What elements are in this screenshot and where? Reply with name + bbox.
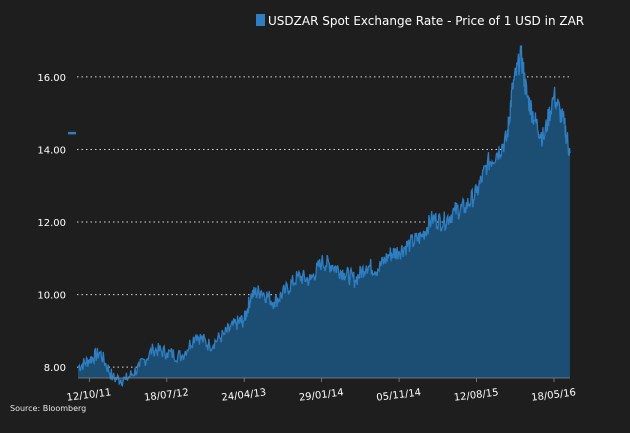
series-area bbox=[78, 45, 570, 386]
series-line bbox=[77, 45, 571, 387]
x-tick-label: 05/11/14 bbox=[376, 387, 422, 403]
x-tick-label: 12/10/11 bbox=[66, 387, 112, 403]
area-layer bbox=[77, 45, 571, 387]
legend-label: USDZAR Spot Exchange Rate - Price of 1 U… bbox=[268, 14, 584, 28]
y-tick-label: 16.00 bbox=[37, 73, 66, 84]
y-tick-label: 10.00 bbox=[37, 291, 66, 302]
y-tick-label: 12.00 bbox=[37, 218, 66, 229]
x-tick-label: 18/05/16 bbox=[531, 387, 577, 403]
source-note: Source: Bloomberg bbox=[10, 404, 87, 413]
x-tick-label: 29/01/14 bbox=[298, 387, 344, 403]
y-tick-label: 14.00 bbox=[37, 145, 66, 156]
legend-swatch bbox=[256, 14, 265, 26]
y-tick-label: 8.00 bbox=[44, 363, 66, 374]
x-tick-label: 18/07/12 bbox=[144, 387, 190, 403]
x-tick-label: 24/04/13 bbox=[221, 387, 267, 403]
x-tick-label: 12/08/15 bbox=[453, 387, 499, 403]
axis-layer: 8.00 10.00 12.00 14.00 16.00 12/10/11 18/07/12… bbox=[37, 73, 576, 404]
legend: USDZAR Spot Exchange Rate - Price of 1 U… bbox=[256, 14, 584, 28]
